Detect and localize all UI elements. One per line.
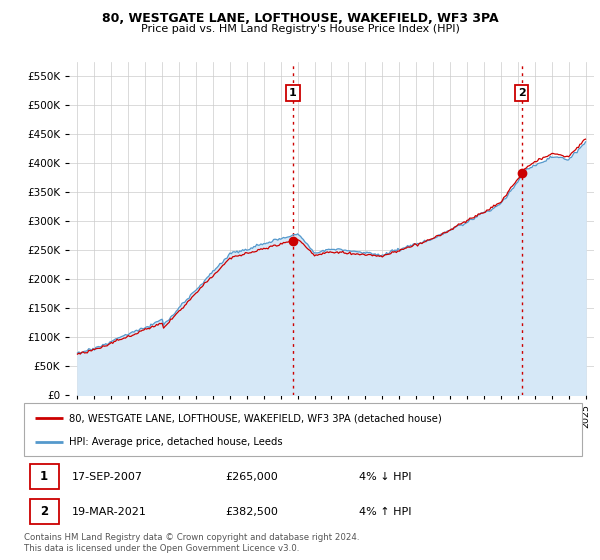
Text: £382,500: £382,500 [225, 507, 278, 517]
FancyBboxPatch shape [29, 500, 59, 524]
FancyBboxPatch shape [24, 403, 582, 456]
Text: £265,000: £265,000 [225, 472, 278, 482]
Text: 2: 2 [40, 505, 48, 518]
Text: 17-SEP-2007: 17-SEP-2007 [71, 472, 142, 482]
FancyBboxPatch shape [29, 464, 59, 489]
Text: 80, WESTGATE LANE, LOFTHOUSE, WAKEFIELD, WF3 3PA (detached house): 80, WESTGATE LANE, LOFTHOUSE, WAKEFIELD,… [68, 413, 442, 423]
Text: 2: 2 [518, 88, 526, 98]
Text: 4% ↓ HPI: 4% ↓ HPI [359, 472, 412, 482]
Text: 1: 1 [40, 470, 48, 483]
Text: 4% ↑ HPI: 4% ↑ HPI [359, 507, 412, 517]
Text: 80, WESTGATE LANE, LOFTHOUSE, WAKEFIELD, WF3 3PA: 80, WESTGATE LANE, LOFTHOUSE, WAKEFIELD,… [101, 12, 499, 25]
Text: Price paid vs. HM Land Registry's House Price Index (HPI): Price paid vs. HM Land Registry's House … [140, 24, 460, 34]
Text: 1: 1 [289, 88, 297, 98]
Text: Contains HM Land Registry data © Crown copyright and database right 2024.
This d: Contains HM Land Registry data © Crown c… [24, 533, 359, 553]
Text: 19-MAR-2021: 19-MAR-2021 [71, 507, 146, 517]
Text: HPI: Average price, detached house, Leeds: HPI: Average price, detached house, Leed… [68, 436, 282, 446]
